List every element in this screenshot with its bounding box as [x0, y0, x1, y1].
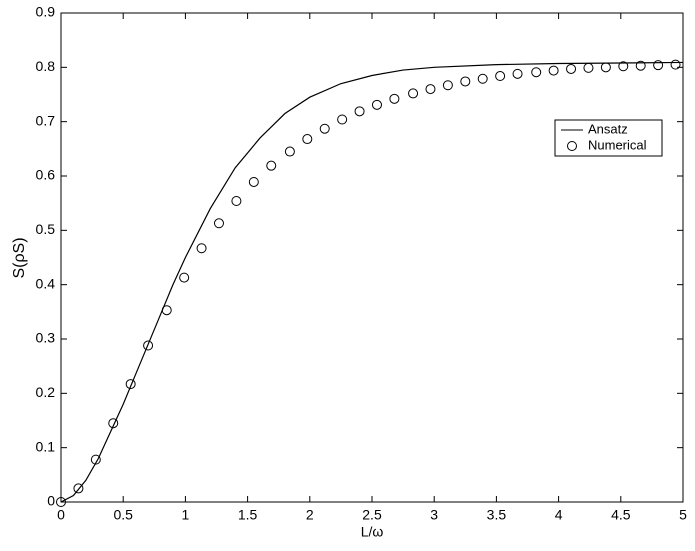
plot-frame [60, 12, 684, 503]
marker [354, 106, 365, 117]
marker [670, 59, 681, 70]
marker [179, 272, 190, 283]
marker [548, 65, 559, 76]
y-tick-label: 0.6 [36, 167, 56, 183]
marker [108, 418, 119, 429]
x-tick-label: 1 [182, 507, 190, 523]
marker [90, 454, 101, 465]
x-tick-label: 0 [57, 507, 65, 523]
marker [213, 218, 224, 229]
y-tick-label: 0.8 [36, 58, 56, 74]
marker [284, 146, 295, 157]
marker [653, 60, 664, 71]
marker [337, 114, 348, 125]
marker [531, 67, 542, 78]
marker [618, 61, 629, 72]
marker [371, 99, 382, 110]
marker [635, 60, 646, 71]
y-tick-label: 0.4 [36, 275, 56, 291]
y-axis-label: S(ρS) [11, 237, 28, 278]
marker [161, 305, 172, 316]
marker [583, 62, 594, 73]
y-tick-label: 0 [47, 493, 55, 509]
legend-marker [567, 141, 577, 151]
marker [460, 76, 471, 87]
x-tick-label: 2.5 [362, 507, 382, 523]
y-tick-label: 0.5 [36, 221, 56, 237]
x-tick-label: 1.5 [238, 507, 258, 523]
x-axis-label: L/ω [361, 524, 384, 540]
marker [266, 160, 277, 171]
x-tick-label: 3.5 [487, 507, 507, 523]
marker [302, 134, 313, 145]
marker [143, 340, 154, 351]
marker [495, 71, 506, 82]
marker [56, 497, 66, 507]
marker [73, 483, 84, 494]
marker [248, 176, 259, 187]
marker [600, 62, 611, 73]
x-tick-label: 4.5 [611, 507, 631, 523]
marker [512, 68, 523, 79]
y-tick-label: 0.9 [36, 4, 56, 20]
y-tick-label: 0.7 [36, 112, 56, 128]
marker [442, 80, 453, 91]
marker [477, 73, 488, 84]
x-tick-label: 2 [306, 507, 314, 523]
x-tick-label: 0.5 [113, 507, 133, 523]
x-tick-label: 4 [555, 507, 563, 523]
legend-label: Numerical [588, 137, 647, 152]
marker [408, 88, 419, 99]
marker [125, 379, 136, 390]
marker [389, 93, 400, 104]
marker [425, 84, 436, 95]
marker [566, 63, 577, 74]
y-tick-label: 0.1 [36, 438, 56, 454]
line [60, 61, 684, 503]
marker [231, 195, 242, 206]
y-tick-label: 0.3 [36, 330, 56, 346]
legend-label: Ansatz [588, 121, 628, 136]
y-tick-label: 0.2 [36, 384, 56, 400]
x-tick-label: 5 [679, 507, 687, 523]
marker [319, 123, 330, 134]
x-tick-label: 3 [430, 507, 438, 523]
marker [196, 243, 207, 254]
